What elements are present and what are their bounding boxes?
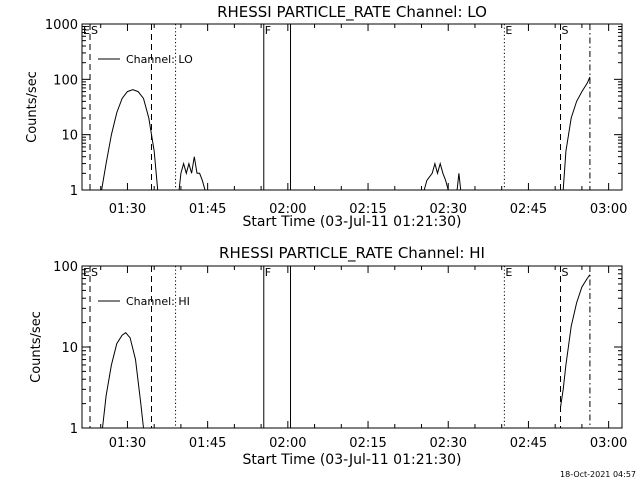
event-marker-label: E xyxy=(83,266,90,279)
y-tick-label: 1000 xyxy=(45,18,78,33)
footer-timestamp: 18-Oct-2021 04:57 xyxy=(560,470,636,479)
series-line xyxy=(560,274,591,408)
plot-frame xyxy=(81,265,623,429)
y-tick-label: 1 xyxy=(70,422,78,437)
event-marker-label: S xyxy=(91,266,98,279)
series-line xyxy=(456,173,462,191)
x-tick-label: 01:45 xyxy=(189,436,226,451)
x-tick-label: 03:00 xyxy=(590,436,627,451)
y-axis-label: Counts/sec xyxy=(29,311,44,383)
chart-panel-1: RHESSI PARTICLE_RATE Channel: LO 01:30 01:… xyxy=(25,3,627,230)
event-marker-label: E xyxy=(505,266,512,279)
x-axis-label: Start Time (03-Jul-11 01:21:30) xyxy=(242,214,461,230)
y-tick-label: 100 xyxy=(53,260,78,275)
x-tick-label: 01:45 xyxy=(189,202,226,217)
x-tick-label: 02:45 xyxy=(510,436,547,451)
x-tick-label: 03:00 xyxy=(590,202,627,217)
series-line xyxy=(178,156,206,191)
y-tick-label: 10 xyxy=(61,341,78,356)
event-marker-label: E xyxy=(83,24,90,37)
event-marker-label: F xyxy=(265,266,271,279)
y-tick-label: 10 xyxy=(61,129,78,144)
plot-frame xyxy=(81,23,623,191)
event-marker-label: E xyxy=(505,24,512,37)
x-tick-label: 02:00 xyxy=(269,202,306,217)
y-tick-label: 1 xyxy=(70,184,78,199)
x-tick-label: 02:00 xyxy=(269,436,306,451)
x-tick-label: 02:30 xyxy=(430,202,467,217)
series-line xyxy=(102,332,144,429)
x-tick-label: 02:15 xyxy=(349,436,386,451)
series-line xyxy=(101,89,159,191)
x-tick-label: 02:15 xyxy=(349,202,386,217)
legend-label: Channel: HI xyxy=(126,295,190,308)
x-tick-label: 01:30 xyxy=(109,202,146,217)
x-tick-label: 02:30 xyxy=(430,436,467,451)
y-axis-label: Counts/sec xyxy=(25,71,40,143)
event-marker-label: S xyxy=(91,24,98,37)
event-marker-label: F xyxy=(265,24,271,37)
series-line xyxy=(423,161,449,191)
x-tick-label: 01:30 xyxy=(109,436,146,451)
chart-panel-2: RHESSI PARTICLE_RATE Channel: HI 01:30 01:… xyxy=(29,244,627,468)
chart-title: RHESSI PARTICLE_RATE Channel: LO xyxy=(217,3,487,22)
x-axis-label: Start Time (03-Jul-11 01:21:30) xyxy=(242,452,461,468)
series-line xyxy=(562,76,591,191)
chart-title: RHESSI PARTICLE_RATE Channel: HI xyxy=(219,244,485,263)
x-tick-label: 02:45 xyxy=(510,202,547,217)
event-marker-label: S xyxy=(562,24,569,37)
event-marker-label: S xyxy=(562,266,569,279)
legend-label: Channel: LO xyxy=(126,53,193,66)
y-tick-label: 100 xyxy=(53,73,78,88)
